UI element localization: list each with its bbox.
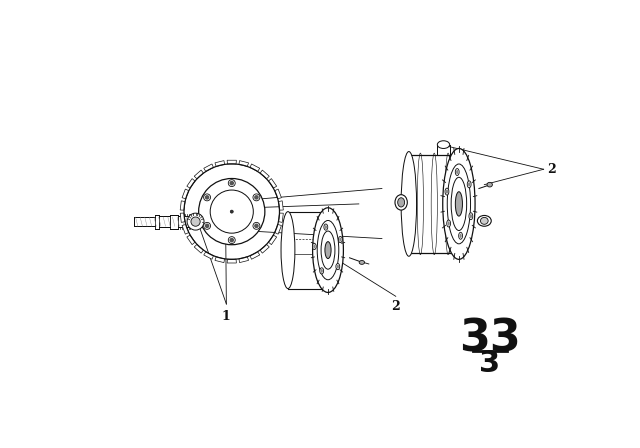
Ellipse shape [321,231,335,269]
Ellipse shape [437,141,450,148]
Polygon shape [268,179,276,188]
Polygon shape [275,224,282,234]
Ellipse shape [312,243,316,250]
Circle shape [254,195,259,200]
Ellipse shape [397,198,404,207]
Ellipse shape [281,211,295,289]
Circle shape [230,238,234,242]
Circle shape [205,195,209,200]
Polygon shape [187,179,195,188]
Ellipse shape [469,213,473,220]
Polygon shape [180,201,185,210]
Ellipse shape [456,170,458,174]
Ellipse shape [339,237,342,243]
Ellipse shape [446,190,448,194]
Ellipse shape [337,265,339,268]
Polygon shape [239,161,248,167]
Polygon shape [215,257,225,263]
Ellipse shape [443,148,475,259]
Ellipse shape [459,233,463,239]
Polygon shape [275,189,282,199]
Circle shape [230,181,234,185]
Text: 1: 1 [222,310,231,323]
Ellipse shape [477,215,492,226]
Ellipse shape [324,225,327,229]
Ellipse shape [320,268,324,274]
Ellipse shape [359,260,365,264]
Polygon shape [182,224,189,234]
Polygon shape [182,189,189,199]
Circle shape [187,213,204,230]
Polygon shape [227,160,236,164]
Ellipse shape [317,220,339,280]
Circle shape [230,210,234,213]
Ellipse shape [455,192,463,216]
Polygon shape [278,213,284,222]
Text: 2: 2 [547,163,556,176]
Circle shape [254,224,259,228]
Ellipse shape [325,241,331,258]
Polygon shape [250,252,260,259]
Polygon shape [250,164,260,172]
Circle shape [253,222,260,229]
Ellipse shape [447,221,450,226]
Polygon shape [260,170,269,179]
Ellipse shape [313,245,316,248]
Polygon shape [194,244,204,253]
Polygon shape [268,235,276,245]
Polygon shape [215,161,225,167]
Text: 3: 3 [479,349,500,378]
Circle shape [205,224,209,228]
Circle shape [191,217,200,226]
Ellipse shape [467,181,471,188]
Circle shape [198,178,265,245]
Ellipse shape [312,208,344,293]
Ellipse shape [455,168,459,176]
Circle shape [228,180,236,186]
Ellipse shape [470,214,472,218]
Ellipse shape [481,217,488,224]
Polygon shape [260,244,269,253]
Ellipse shape [336,263,340,270]
Circle shape [204,222,211,229]
Ellipse shape [487,182,492,187]
Text: 33: 33 [459,317,520,360]
Ellipse shape [321,269,323,273]
Circle shape [204,194,211,201]
Circle shape [253,194,260,201]
Text: 2: 2 [392,300,400,313]
Ellipse shape [395,195,407,210]
Polygon shape [239,257,248,263]
Ellipse shape [445,188,449,195]
Ellipse shape [447,220,451,227]
Ellipse shape [460,234,461,238]
Ellipse shape [401,151,417,256]
Polygon shape [278,201,284,210]
Ellipse shape [451,177,467,231]
Polygon shape [204,164,214,172]
Ellipse shape [447,164,470,244]
Polygon shape [194,170,204,179]
Polygon shape [204,252,214,259]
Polygon shape [227,259,236,263]
Polygon shape [187,235,195,245]
Circle shape [210,190,253,233]
Ellipse shape [468,182,470,186]
Circle shape [228,237,236,244]
Polygon shape [180,213,185,222]
Ellipse shape [324,224,328,230]
Ellipse shape [339,237,342,241]
